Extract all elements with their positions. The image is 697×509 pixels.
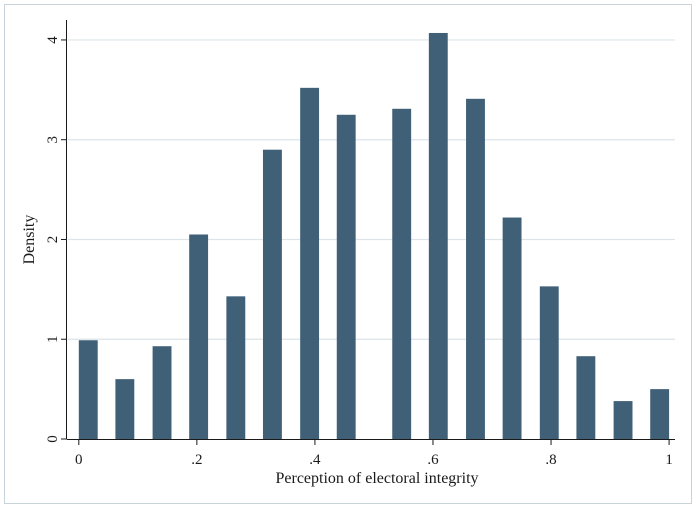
histogram-bar-6 bbox=[262, 149, 282, 439]
x-tick-label: 0 bbox=[75, 452, 83, 468]
axes bbox=[66, 20, 675, 440]
ticks: 0 .2 .4 .6 .8 1 0 1 2 3 4 bbox=[45, 36, 673, 468]
histogram-bar-8 bbox=[336, 114, 356, 440]
bars bbox=[78, 32, 670, 440]
histogram-bar-4 bbox=[189, 234, 209, 439]
histogram-bar-7 bbox=[300, 87, 320, 439]
x-tick-label: .8 bbox=[545, 452, 556, 468]
histogram-bar-14 bbox=[576, 356, 596, 439]
y-tick-label: 3 bbox=[45, 136, 61, 144]
x-tick-label: .2 bbox=[191, 452, 202, 468]
histogram-bar-12 bbox=[502, 217, 522, 439]
histogram-bar-3 bbox=[152, 346, 172, 439]
y-tick-label: 4 bbox=[45, 36, 61, 44]
x-tick-label: .4 bbox=[309, 452, 321, 468]
histogram-bar-16 bbox=[650, 389, 670, 439]
x-tick-label: .6 bbox=[427, 452, 439, 468]
histogram-bar-10 bbox=[428, 32, 448, 439]
histogram-bar-1 bbox=[78, 340, 98, 439]
x-tick-label: 1 bbox=[665, 452, 673, 468]
histogram-bar-2 bbox=[115, 379, 135, 439]
x-axis-title: Perception of electoral integrity bbox=[275, 470, 478, 487]
histogram-bar-11 bbox=[466, 98, 485, 440]
histogram-bar-13 bbox=[539, 286, 559, 439]
y-axis-title: Density bbox=[21, 215, 38, 265]
histogram-bar-9 bbox=[392, 108, 412, 440]
histogram-bar-5 bbox=[226, 296, 246, 439]
y-tick-label: 2 bbox=[45, 236, 61, 244]
histogram-bar-15 bbox=[613, 401, 633, 439]
y-tick-label: 0 bbox=[45, 435, 61, 443]
y-tick-label: 1 bbox=[45, 335, 61, 343]
gridlines bbox=[68, 39, 675, 340]
